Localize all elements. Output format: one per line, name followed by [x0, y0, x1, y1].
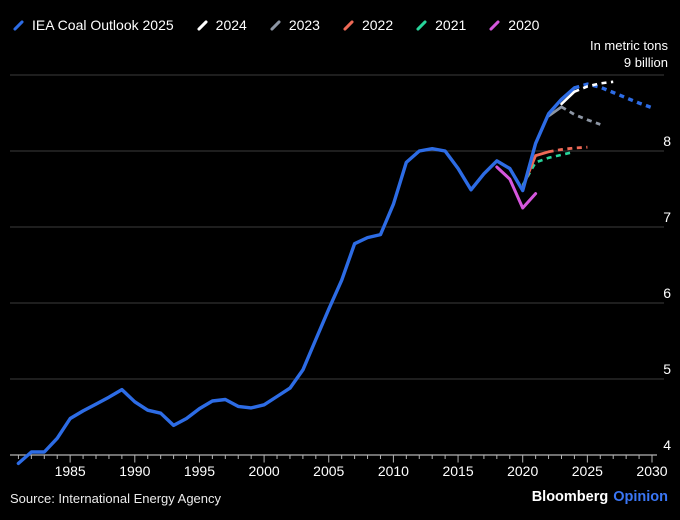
legend-item-2023: 2023 [269, 17, 320, 33]
legend-label: 2024 [215, 17, 247, 33]
y-tick-label: 4 [663, 437, 671, 453]
x-axis-group: 1985 1990 1995 2000 2005 2010 2015 2020 2025 2030 [10, 454, 668, 479]
y-tick-label: 5 [663, 361, 671, 377]
legend-label: 2021 [435, 17, 467, 33]
legend-item-2022: 2022 [342, 17, 393, 33]
brand-name: Bloomberg [531, 489, 609, 505]
chart-legend: IEA Coal Outlook 2025 2024 2023 2022 2021 202… [12, 17, 539, 33]
series-solid-line [547, 105, 563, 118]
x-tick-label: 2025 [572, 463, 603, 479]
series-iea-coal-outlook-2025 [16, 82, 653, 466]
series-dotted-line [548, 145, 588, 154]
legend-label: 2020 [508, 17, 540, 33]
series-dotted-line [573, 82, 653, 110]
y-axis-group: 4 5 6 7 8 [663, 133, 671, 453]
x-tick-label: 2000 [249, 463, 280, 479]
x-tick-label: 2010 [378, 463, 409, 479]
axis-unit-line2: 9 billion [623, 55, 668, 70]
legend-item-2021: 2021 [415, 17, 466, 33]
legend-item-2024: 2024 [196, 17, 247, 33]
series-solid-line [495, 165, 538, 210]
legend-item-2020: 2020 [488, 17, 539, 33]
legend-item-iea-coal-outlook-2025: IEA Coal Outlook 2025 [12, 17, 174, 33]
x-tick-label: 1990 [119, 463, 150, 479]
y-tick-label: 7 [663, 209, 671, 225]
series-dotted-line [521, 150, 575, 186]
series-dotted-line [560, 105, 601, 126]
series-2024 [560, 80, 614, 106]
brand-logo: Bloomberg Opinion [532, 489, 668, 505]
y-tick-label: 8 [663, 133, 671, 149]
legend-label: 2023 [288, 17, 320, 33]
source-credit: Source: International Energy Agency [10, 491, 222, 506]
series-2021 [521, 150, 575, 186]
x-tick-label: 2030 [636, 463, 667, 479]
x-tick-label: 2020 [507, 463, 538, 479]
axis-unit-line1: In metric tons [589, 38, 668, 53]
x-tick-label: 2005 [313, 463, 344, 479]
series-solid-line [16, 86, 577, 466]
series-solid-line [560, 90, 576, 106]
legend-label: IEA Coal Outlook 2025 [32, 17, 174, 33]
series-dotted-line [573, 80, 614, 93]
y-tick-label: 6 [663, 285, 671, 301]
x-tick-label: 1985 [55, 463, 86, 479]
x-tick-label: 1995 [184, 463, 215, 479]
series-2020 [495, 165, 538, 210]
axis-unit-label: In metric tons 9 billion [590, 37, 668, 71]
legend-label: 2022 [361, 17, 394, 33]
x-tick-label: 2015 [442, 463, 473, 479]
series-2023 [547, 105, 601, 126]
brand-suffix: Opinion [613, 489, 668, 505]
gridlines-group [10, 74, 664, 380]
